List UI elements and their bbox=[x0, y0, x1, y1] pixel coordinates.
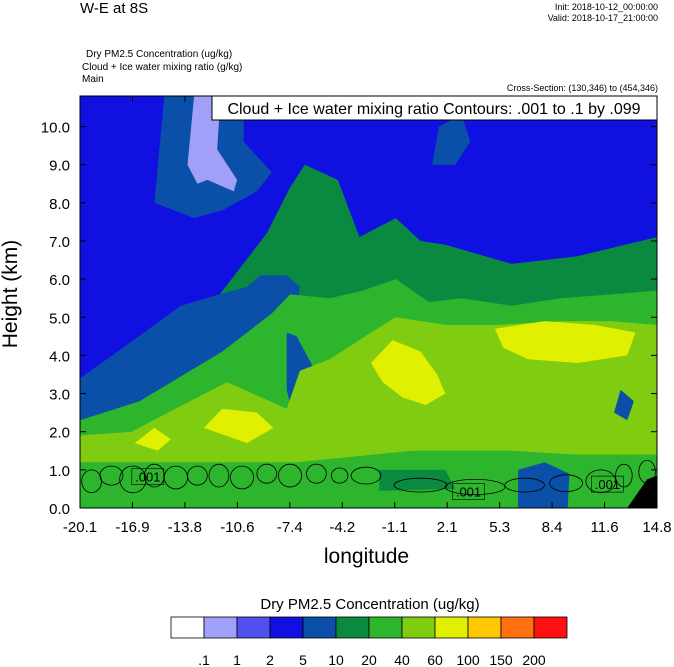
x-tick-label-3: -10.6 bbox=[220, 519, 254, 536]
cloud-contour-17 bbox=[585, 469, 617, 494]
colorbar-label-1: 1 bbox=[233, 652, 241, 667]
colorbar-label-8: 100 bbox=[456, 652, 480, 667]
fill-region-lowmid-5 bbox=[614, 389, 634, 421]
plot-title: W-E at 8S bbox=[80, 0, 149, 17]
y-tick-label-5: 5.0 bbox=[49, 310, 70, 327]
x-axis-label: longitude bbox=[324, 545, 409, 568]
x-tick-label-10: 11.6 bbox=[590, 519, 618, 536]
fill-region-veryhigh-3 bbox=[204, 408, 274, 444]
x-tick-label-1: -16.9 bbox=[115, 519, 149, 536]
fill-region-very-low-2 bbox=[187, 96, 238, 192]
contour-label-box-1 bbox=[452, 483, 485, 501]
contour-label-2: .001 bbox=[595, 477, 620, 492]
cloud-contour-5 bbox=[187, 465, 208, 486]
cloud-contour-15 bbox=[504, 477, 545, 493]
colorbar-swatch-0 bbox=[170, 616, 205, 639]
y-tick-label-0: 0.0 bbox=[49, 501, 70, 518]
contour-title-box bbox=[211, 95, 658, 121]
contour-title: Cloud + Ice water mixing ratio Contours:… bbox=[227, 101, 640, 118]
x-tick-label-4: -7.4 bbox=[277, 519, 303, 536]
y-tick-label-10: 10.0 bbox=[41, 120, 70, 137]
colorbar-swatch-4 bbox=[302, 616, 337, 639]
colorbar-label-5: 20 bbox=[361, 652, 377, 667]
x-tick-label-7: 2.1 bbox=[437, 519, 458, 536]
y-axis-label: Height (km) bbox=[0, 240, 22, 349]
colorbar-swatch-2 bbox=[236, 616, 271, 639]
cloud-contour-0 bbox=[81, 469, 102, 494]
colorbar-label-0: .1 bbox=[198, 652, 210, 667]
cloud-contour-9 bbox=[277, 463, 302, 488]
colorbar-swatch-1 bbox=[203, 616, 238, 639]
cloud-contour-14 bbox=[444, 478, 506, 495]
cloud-contour-8 bbox=[256, 463, 278, 484]
contour-label-box-0 bbox=[131, 468, 165, 485]
cross-section-info: Cross-Section: (130,346) to (454,346) bbox=[506, 83, 658, 93]
colorbar-swatch-7 bbox=[401, 616, 436, 639]
colorbar-label-10: 200 bbox=[522, 652, 546, 667]
x-tick-label-5: -4.2 bbox=[329, 519, 355, 536]
y-tick-label-6: 6.0 bbox=[49, 272, 70, 289]
contour-label-1: .001 bbox=[456, 485, 481, 500]
colorbar: .1 1 2 5 10 20 40 60 100 150 200 bbox=[170, 616, 568, 667]
colorbar-label-3: 5 bbox=[299, 652, 307, 667]
x-tick-label-9: 8.4 bbox=[542, 519, 563, 536]
cloud-contour-7 bbox=[229, 465, 254, 490]
cloud-contour-12 bbox=[350, 466, 382, 485]
contour-label-box-2 bbox=[591, 475, 624, 493]
y-tick-label-4: 4.0 bbox=[49, 348, 70, 365]
y-tick-label-2: 2.0 bbox=[49, 425, 70, 442]
field-info-domain: Main bbox=[82, 74, 104, 85]
colorbar-swatch-10 bbox=[500, 616, 535, 639]
fill-region-veryhigh-4 bbox=[134, 427, 171, 451]
valid-time: Valid: 2018-10-17_21:00:00 bbox=[547, 13, 658, 23]
contour-label-0: .001 bbox=[135, 470, 160, 485]
cloud-contour-18 bbox=[615, 463, 633, 488]
axes-layer: -20.1 -16.9 -13.8 -10.6 -7.4 -4.2 -1.1 2.1 5.3 8.… bbox=[0, 95, 672, 568]
cloud-contour-19 bbox=[638, 459, 656, 484]
colorbar-label-4: 10 bbox=[328, 652, 344, 667]
cloud-contour-10 bbox=[306, 463, 327, 484]
fill-region-high bbox=[80, 317, 657, 508]
fill-region-lowmid-4 bbox=[518, 462, 570, 508]
fill-region-mid-low bbox=[379, 469, 456, 491]
x-tick-label-11: 14.8 bbox=[642, 519, 671, 536]
x-tick-label-6: -1.1 bbox=[382, 519, 408, 536]
cloud-contour-6 bbox=[208, 463, 230, 488]
colorbar-label-9: 150 bbox=[489, 652, 513, 667]
fill-region-midhigh-low bbox=[80, 462, 657, 508]
colorbar-label-2: 2 bbox=[266, 652, 274, 667]
y-tick-label-8: 8.0 bbox=[49, 196, 70, 213]
fill-region-lowmid-7 bbox=[432, 115, 471, 165]
fill-region-veryhigh-2 bbox=[495, 321, 636, 363]
colorbar-swatch-6 bbox=[368, 616, 403, 639]
cloud-contour-layer: .001 .001 .001 bbox=[81, 459, 656, 501]
x-tick-label-8: 5.3 bbox=[489, 519, 510, 536]
cloud-contour-11 bbox=[330, 467, 349, 484]
terrain bbox=[627, 475, 657, 508]
pm25-fill-layer bbox=[80, 96, 657, 508]
cloud-contour-1 bbox=[99, 465, 124, 486]
colorbar-swatch-9 bbox=[467, 616, 502, 639]
x-tick-label-2: -13.8 bbox=[168, 519, 202, 536]
colorbar-swatch-8 bbox=[434, 616, 469, 639]
field-info-pm25: Dry PM2.5 Concentration (ug/kg) bbox=[86, 49, 233, 60]
colorbar-label-7: 60 bbox=[427, 652, 443, 667]
y-tick-label-3: 3.0 bbox=[49, 387, 70, 404]
fill-region-veryhigh-1 bbox=[371, 340, 446, 405]
colorbar-title: Dry PM2.5 Concentration (ug/kg) bbox=[260, 596, 480, 613]
cloud-contour-16 bbox=[549, 474, 583, 493]
field-info-cloud: Cloud + Ice water mixing ratio (g/kg) bbox=[82, 62, 243, 73]
y-tick-label-1: 1.0 bbox=[49, 463, 70, 480]
colorbar-label-6: 40 bbox=[394, 652, 410, 667]
init-time: Init: 2018-10-12_00:00:00 bbox=[554, 2, 658, 12]
y-tick-label-9: 9.0 bbox=[49, 158, 70, 175]
colorbar-swatch-3 bbox=[269, 616, 304, 639]
cloud-contour-13 bbox=[393, 477, 448, 493]
x-tick-label-0: -20.1 bbox=[63, 519, 97, 536]
colorbar-swatch-5 bbox=[335, 616, 370, 639]
y-tick-label-7: 7.0 bbox=[49, 234, 70, 251]
colorbar-swatch-11 bbox=[533, 616, 568, 639]
cloud-contour-2 bbox=[119, 465, 147, 494]
